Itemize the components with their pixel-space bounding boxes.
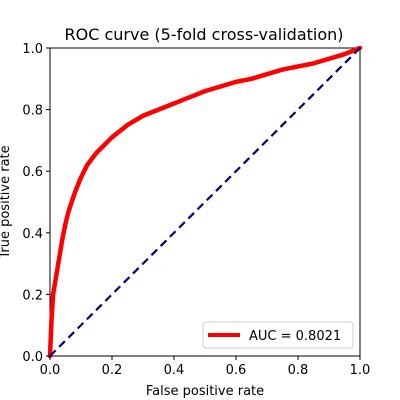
y-tick-label: 0.4	[22, 227, 43, 242]
y-tick-label: 0.6	[22, 165, 43, 180]
x-tick-label: 0.8	[288, 363, 309, 378]
y-tick-label: 0.8	[22, 104, 43, 119]
chart-title: ROC curve (5-fold cross-validation)	[64, 25, 343, 44]
x-axis-ticks: 0.0 0.2 0.4 0.6 0.8 1.0	[40, 356, 371, 378]
x-tick-label: 0.2	[102, 363, 123, 378]
x-axis-label: False positive rate	[146, 384, 264, 399]
y-tick-label: 0.0	[22, 350, 43, 365]
x-tick-label: 0.0	[40, 363, 61, 378]
plot-area	[47, 45, 363, 359]
y-axis-ticks: 0.0 0.2 0.4 0.6 0.8 1.0	[22, 42, 50, 365]
y-tick-label: 0.2	[22, 288, 43, 303]
y-tick-label: 1.0	[22, 42, 43, 57]
x-tick-label: 0.4	[164, 363, 185, 378]
x-tick-label: 0.6	[226, 363, 247, 378]
plot-frame	[49, 47, 361, 357]
legend-box	[202, 321, 354, 349]
legend: AUC = 0.8021	[202, 321, 354, 349]
legend-entry-label: AUC = 0.8021	[249, 329, 341, 344]
x-tick-label: 1.0	[350, 363, 371, 378]
y-axis-label: True positive rate	[0, 145, 13, 259]
chance-diagonal-line	[49, 47, 361, 357]
series-layer	[47, 45, 363, 359]
roc-curve-line	[47, 45, 363, 359]
